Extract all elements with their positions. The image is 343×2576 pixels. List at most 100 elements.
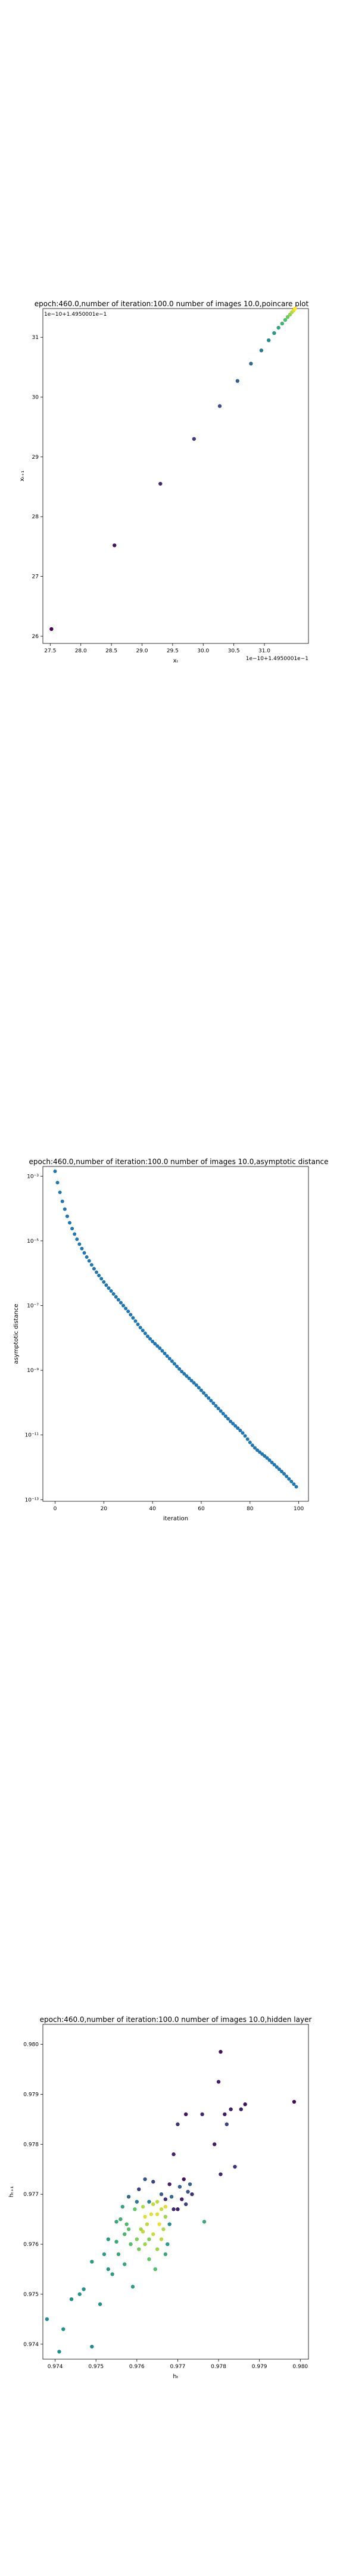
y-tick-label: 26	[32, 634, 39, 640]
y-tick-label: 0.976	[23, 2242, 39, 2248]
data-point	[92, 1267, 96, 1271]
data-point	[275, 1465, 279, 1469]
data-point	[126, 1309, 130, 1314]
data-point	[63, 1207, 67, 1211]
data-point	[141, 2204, 145, 2209]
data-point	[90, 2260, 94, 2264]
data-point	[177, 1367, 182, 1371]
data-point	[147, 2257, 151, 2261]
data-point	[163, 2204, 168, 2209]
data-point	[116, 2252, 121, 2257]
data-point	[252, 1446, 257, 1450]
hidden-layer-panel: epoch:460.0,number of iteration:100.0 nu…	[0, 1716, 343, 2574]
data-point	[255, 1448, 260, 1452]
data-point	[219, 2172, 223, 2176]
data-point	[267, 338, 271, 343]
data-point	[45, 2317, 49, 2322]
data-point	[73, 1232, 77, 1236]
data-point	[277, 1467, 281, 1471]
data-point	[77, 2292, 82, 2297]
data-point	[163, 2214, 168, 2219]
data-point	[136, 1322, 140, 1326]
data-point	[292, 2099, 297, 2104]
data-point	[260, 1452, 264, 1456]
data-point	[194, 1383, 198, 1387]
x-axis-label: iteration	[163, 1516, 188, 1522]
data-point	[148, 1337, 152, 1341]
data-point	[129, 2242, 133, 2247]
data-point	[293, 306, 297, 311]
asymptotic-distance-panel: epoch:460.0,number of iteration:100.0 nu…	[0, 858, 343, 1716]
data-point	[57, 2350, 61, 2354]
data-point	[280, 321, 285, 326]
data-point	[160, 1349, 164, 1353]
data-point	[285, 315, 290, 319]
data-point	[170, 1359, 174, 1363]
data-point	[149, 2212, 154, 2216]
data-point	[80, 1246, 84, 1250]
data-point	[223, 2112, 227, 2117]
data-point	[163, 2197, 168, 2201]
data-point	[147, 2237, 151, 2241]
data-point	[219, 2049, 223, 2054]
data-point	[70, 1227, 74, 1231]
y-tick-label: 0.974	[23, 2342, 39, 2348]
data-point	[176, 2122, 180, 2126]
data-point	[114, 1295, 118, 1299]
data-point	[114, 2239, 119, 2244]
data-point	[183, 2202, 188, 2207]
data-point	[110, 2272, 114, 2276]
y-tick-label: 27	[32, 574, 39, 580]
data-point	[137, 2247, 141, 2251]
data-point	[188, 2182, 192, 2186]
data-point	[285, 1474, 289, 1479]
data-point	[155, 1344, 160, 1348]
data-point	[151, 2202, 155, 2207]
data-point	[163, 1351, 167, 1355]
data-point	[111, 1292, 116, 1296]
data-point	[102, 2252, 107, 2257]
data-point	[123, 2232, 127, 2236]
data-point	[219, 1409, 223, 1413]
y-tick-label: 10⁻¹³	[25, 1497, 39, 1503]
data-point	[68, 1221, 72, 1225]
data-point	[216, 1407, 220, 1411]
x-tick-label: 0	[54, 1506, 57, 1512]
data-point	[49, 627, 54, 631]
x-tick-label: 20	[101, 1506, 108, 1512]
data-point	[238, 1429, 242, 1433]
data-point	[229, 1419, 233, 1423]
data-point	[99, 1277, 104, 1281]
data-point	[151, 2232, 155, 2236]
data-point	[131, 1316, 135, 1320]
data-point	[221, 1411, 225, 1415]
data-point	[236, 1426, 240, 1430]
data-point	[106, 2237, 110, 2241]
data-point	[145, 1334, 149, 1339]
data-point	[120, 2204, 124, 2209]
y-tick-label: 30	[32, 395, 39, 401]
data-point	[124, 2222, 129, 2226]
data-point	[229, 2107, 233, 2111]
data-point	[172, 2207, 176, 2211]
data-point	[129, 1312, 133, 1317]
x-tick-label: 0.974	[48, 2364, 63, 2370]
poincare-plot-panel: epoch:460.0,number of iteration:100.0 nu…	[0, 0, 343, 858]
y-tick-label: 31	[32, 335, 39, 341]
data-point	[207, 1396, 211, 1400]
data-point	[217, 404, 222, 408]
data-point	[259, 349, 264, 353]
x-tick-label: 0.976	[129, 2364, 145, 2370]
data-point	[250, 1443, 254, 1448]
x-tick-label: 100	[294, 1506, 304, 1512]
data-point	[85, 1255, 89, 1259]
data-point	[186, 2189, 190, 2194]
x-tick-label: 29.5	[167, 648, 179, 654]
data-point	[143, 2242, 147, 2247]
data-point	[249, 362, 253, 366]
data-point	[233, 1424, 238, 1428]
data-point	[137, 2187, 141, 2192]
data-point	[189, 1379, 194, 1383]
data-point	[75, 1237, 79, 1242]
x-tick-label: 28.5	[105, 648, 117, 654]
